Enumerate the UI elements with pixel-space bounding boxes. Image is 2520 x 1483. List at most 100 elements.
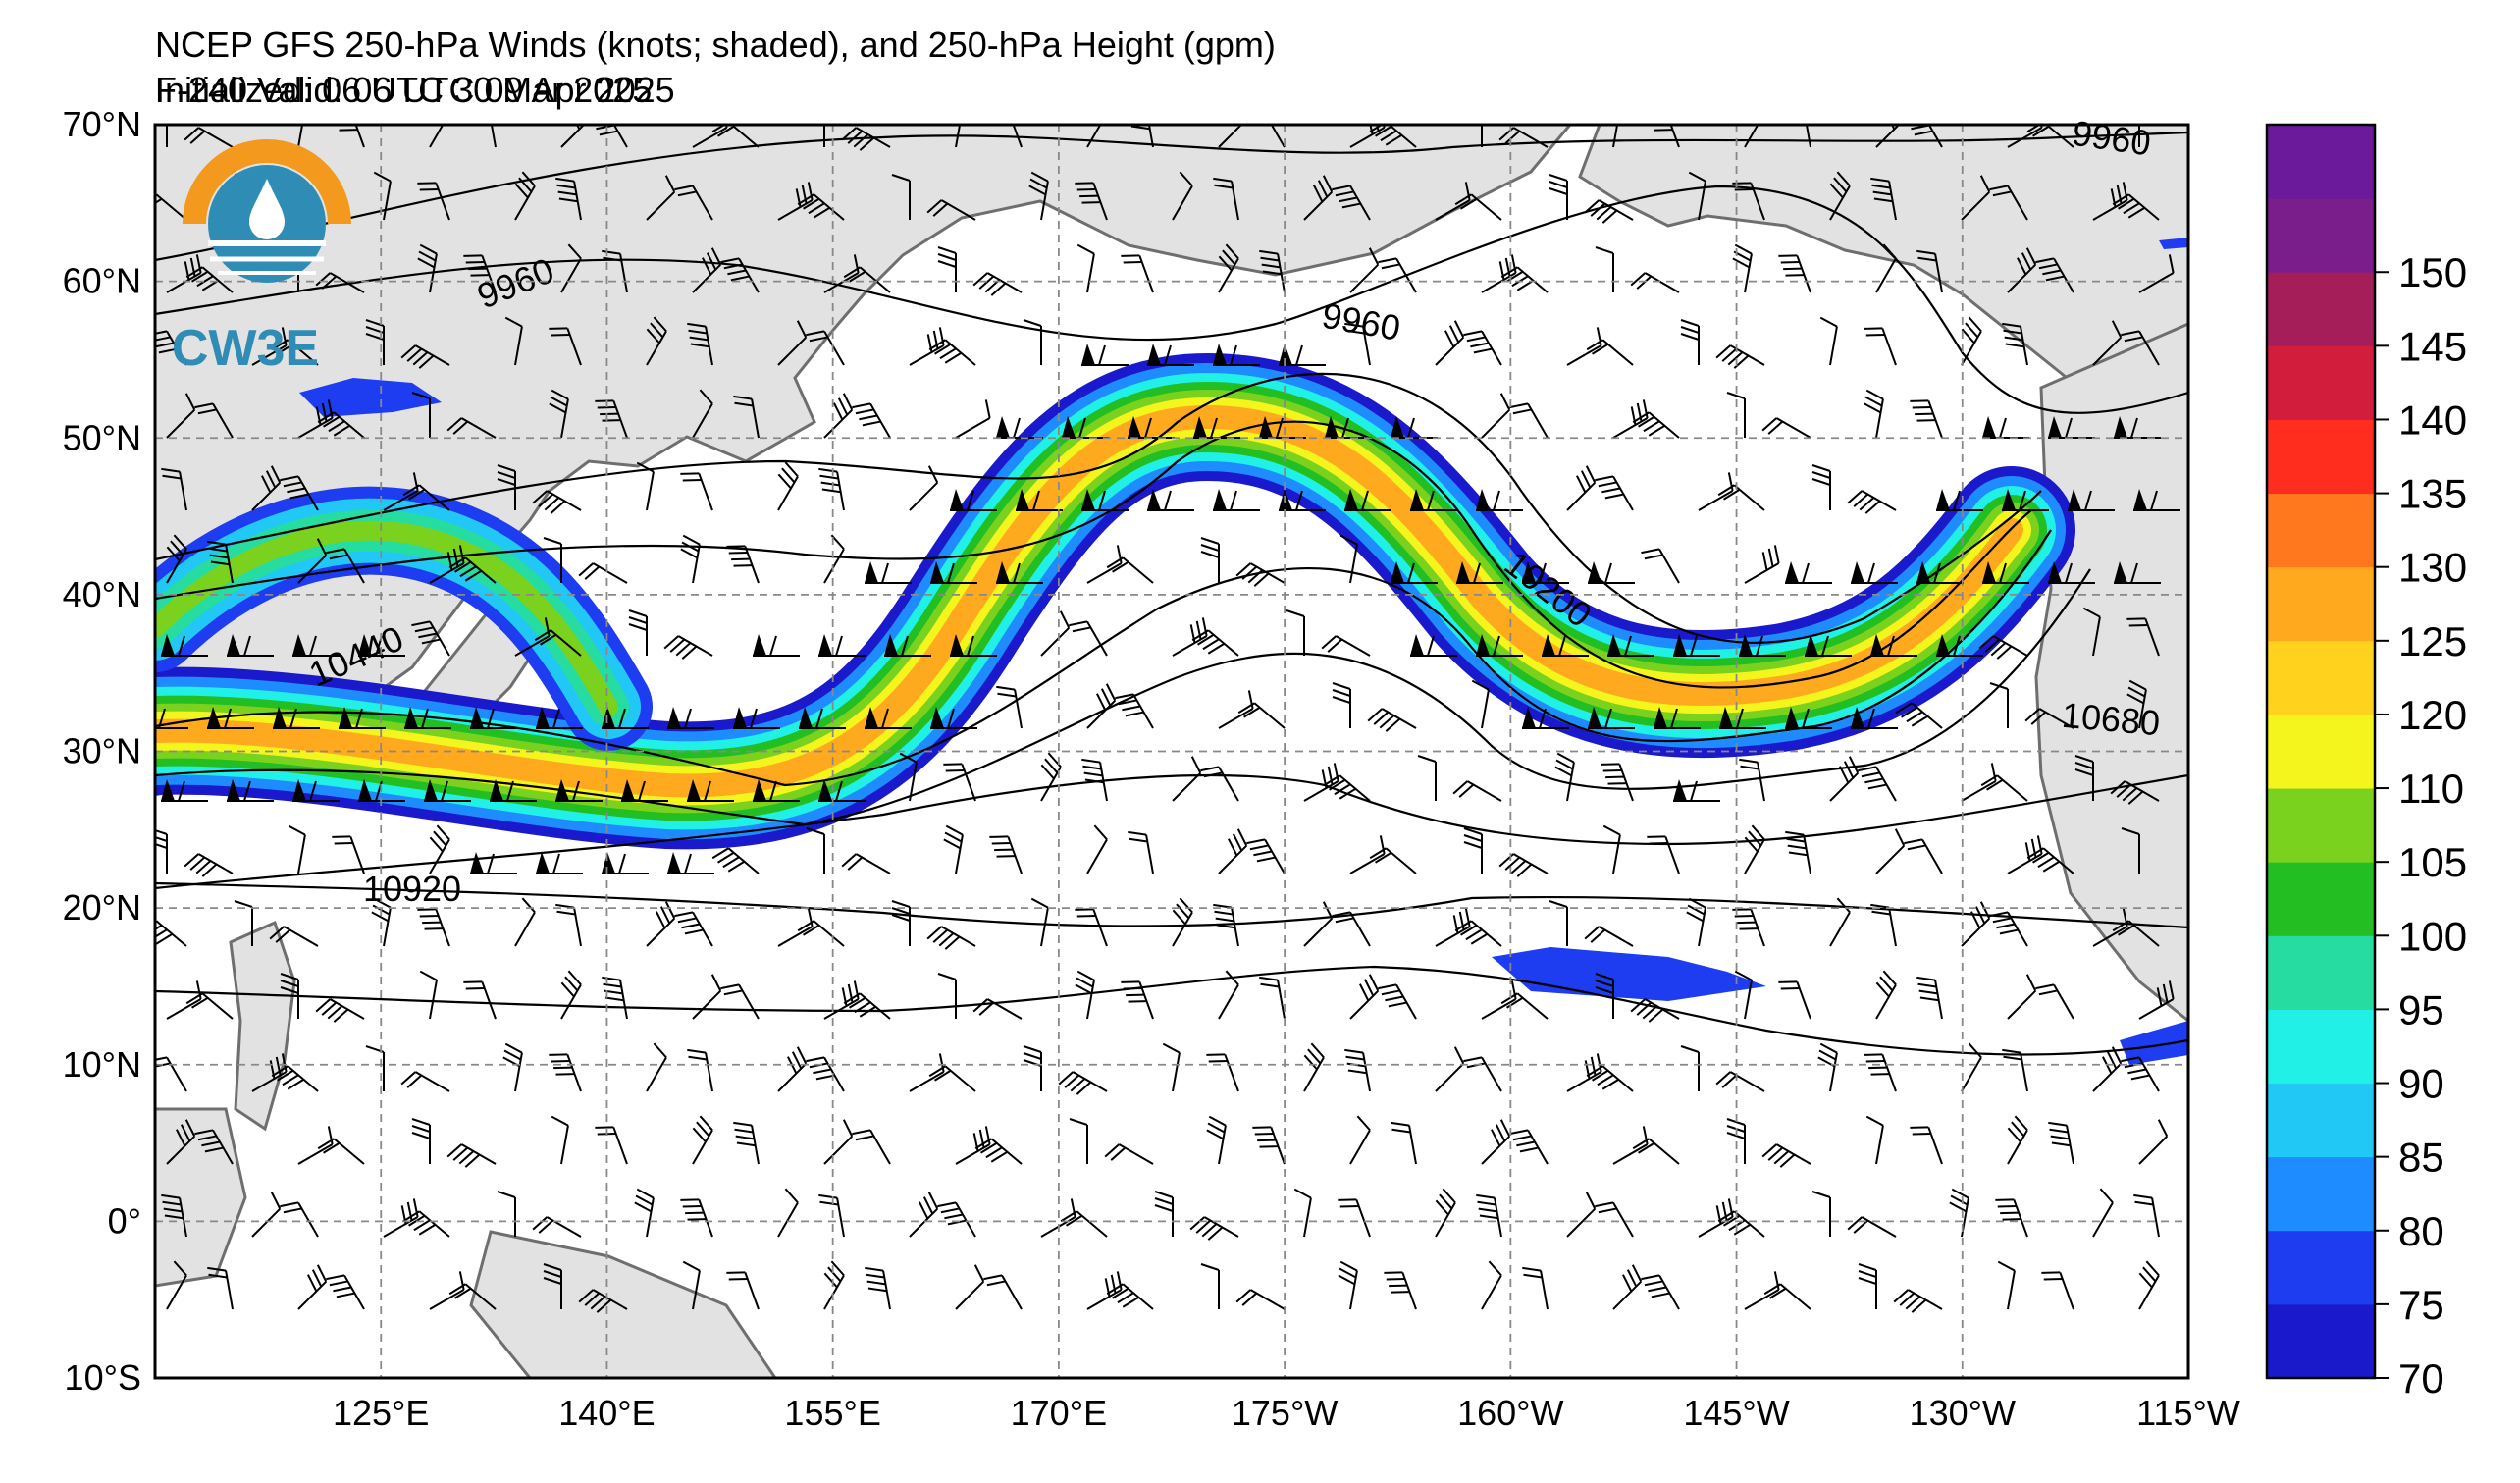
wind-barb — [269, 926, 319, 947]
lat-label: 60°N — [63, 261, 141, 301]
wind-barb — [943, 824, 964, 874]
wind-barb — [297, 1264, 328, 1310]
wind-barb — [930, 561, 977, 584]
wind-barb — [555, 779, 603, 802]
wind-barb — [536, 852, 583, 874]
wind-barb — [1522, 707, 1569, 729]
wind-barb — [1384, 1271, 1417, 1310]
wind-barb — [1481, 1119, 1511, 1165]
wind-barb — [578, 1289, 628, 1313]
wind-barb — [2048, 1121, 2074, 1165]
wind-barb — [843, 266, 891, 293]
wind-barb — [674, 185, 713, 221]
contour-label: 10680 — [2060, 695, 2161, 744]
wind-barb — [207, 540, 234, 584]
colorbar-label: 120 — [2398, 692, 2467, 738]
wind-barb — [1864, 389, 1884, 439]
wind-barb — [470, 852, 517, 874]
wind-barb — [1391, 1121, 1417, 1165]
colorbar-label: 130 — [2398, 545, 2467, 591]
wind-barb — [1673, 779, 1720, 802]
wind-barb — [1476, 489, 1523, 511]
wind-barb — [1076, 243, 1095, 293]
wind-barb — [1191, 629, 1239, 657]
wind-barb — [1612, 1264, 1643, 1310]
colorbar-swatch — [2267, 345, 2375, 420]
lat-label: 30°N — [63, 731, 141, 771]
wind-barb — [852, 1129, 891, 1165]
wind-barb — [989, 835, 1023, 874]
wind-barb — [1811, 1191, 1831, 1237]
wind-barb — [1481, 393, 1511, 439]
wind-barb — [555, 177, 582, 221]
wind-barb — [1303, 1042, 1325, 1092]
wind-barb — [2121, 827, 2140, 874]
wind-barb — [1989, 911, 2028, 947]
colorbar-label: 70 — [2398, 1355, 2444, 1402]
wind-barb — [532, 1216, 582, 1238]
wind-barb — [534, 629, 582, 657]
wind-barb — [1673, 634, 1720, 657]
wind-barb — [1476, 1193, 1502, 1238]
wind-barb — [536, 707, 583, 729]
wind-barb — [1829, 756, 1860, 802]
wind-barb — [777, 461, 799, 511]
wind-barb — [823, 393, 854, 439]
wind-barb — [155, 827, 168, 874]
wind-barb — [1719, 707, 1766, 729]
wind-barb — [424, 779, 471, 802]
wind-barb — [166, 125, 168, 147]
wind-barb — [1584, 199, 1634, 224]
wind-barb — [1293, 1188, 1312, 1238]
wind-barb — [504, 316, 523, 366]
wind-barb — [2002, 1048, 2028, 1092]
wind-barb — [1761, 1143, 1811, 1168]
wind-barb — [1115, 693, 1154, 729]
wind-barb — [166, 1260, 187, 1310]
wind-barb — [1332, 185, 1371, 221]
wind-barb — [1864, 327, 1897, 366]
height-contour — [155, 185, 2188, 414]
axis-labels: 70°N 60°N 50°N 40°N 30°N 20°N 10°N 0° 10°S 125°E 1… — [63, 104, 2240, 1433]
wind-barb — [726, 545, 760, 584]
wind-barb — [1588, 561, 1635, 584]
wind-barb — [1069, 1118, 1088, 1164]
wind-barb — [1104, 1143, 1154, 1165]
colorbar-swatch — [2267, 714, 2375, 789]
wind-barb — [884, 634, 931, 657]
wind-barb — [1566, 1192, 1597, 1238]
wind-barb — [1680, 1045, 1700, 1091]
wind-barb — [1870, 634, 1917, 657]
wind-barb — [692, 389, 713, 439]
wind-barb — [1875, 828, 1906, 874]
lon-label: 140°E — [558, 1393, 655, 1433]
wind-barb — [753, 634, 800, 657]
wind-barb — [373, 171, 392, 221]
colorbar-label: 105 — [2398, 839, 2467, 885]
wind-barb — [1549, 900, 1568, 946]
wind-barb — [166, 1119, 196, 1165]
wind-barb — [937, 1201, 976, 1238]
wind-barb — [251, 465, 282, 511]
height-contour — [155, 529, 2052, 787]
wind-barb — [1391, 561, 1438, 584]
colorbar-swatch — [2267, 862, 2375, 936]
wind-barb — [806, 1056, 845, 1092]
colorbar-label: 110 — [2398, 766, 2464, 812]
wind-barb — [2007, 974, 2037, 1020]
wind-barb — [602, 707, 649, 729]
wind-barb — [1744, 824, 1765, 874]
wind-barb — [2110, 780, 2160, 805]
wind-barb — [1910, 399, 1943, 439]
wind-patch-east — [2120, 1021, 2188, 1065]
landmass-new-guinea — [469, 1230, 777, 1378]
colorbar-swatch — [2267, 272, 2375, 346]
wind-barb — [1717, 1210, 1765, 1238]
wind-barb — [1075, 970, 1095, 1020]
wind-barb — [1566, 465, 1597, 511]
wind-barb — [1829, 897, 1851, 947]
wind-barb — [1121, 980, 1154, 1020]
wind-barb — [2068, 489, 2115, 511]
wind-barb — [646, 316, 667, 366]
